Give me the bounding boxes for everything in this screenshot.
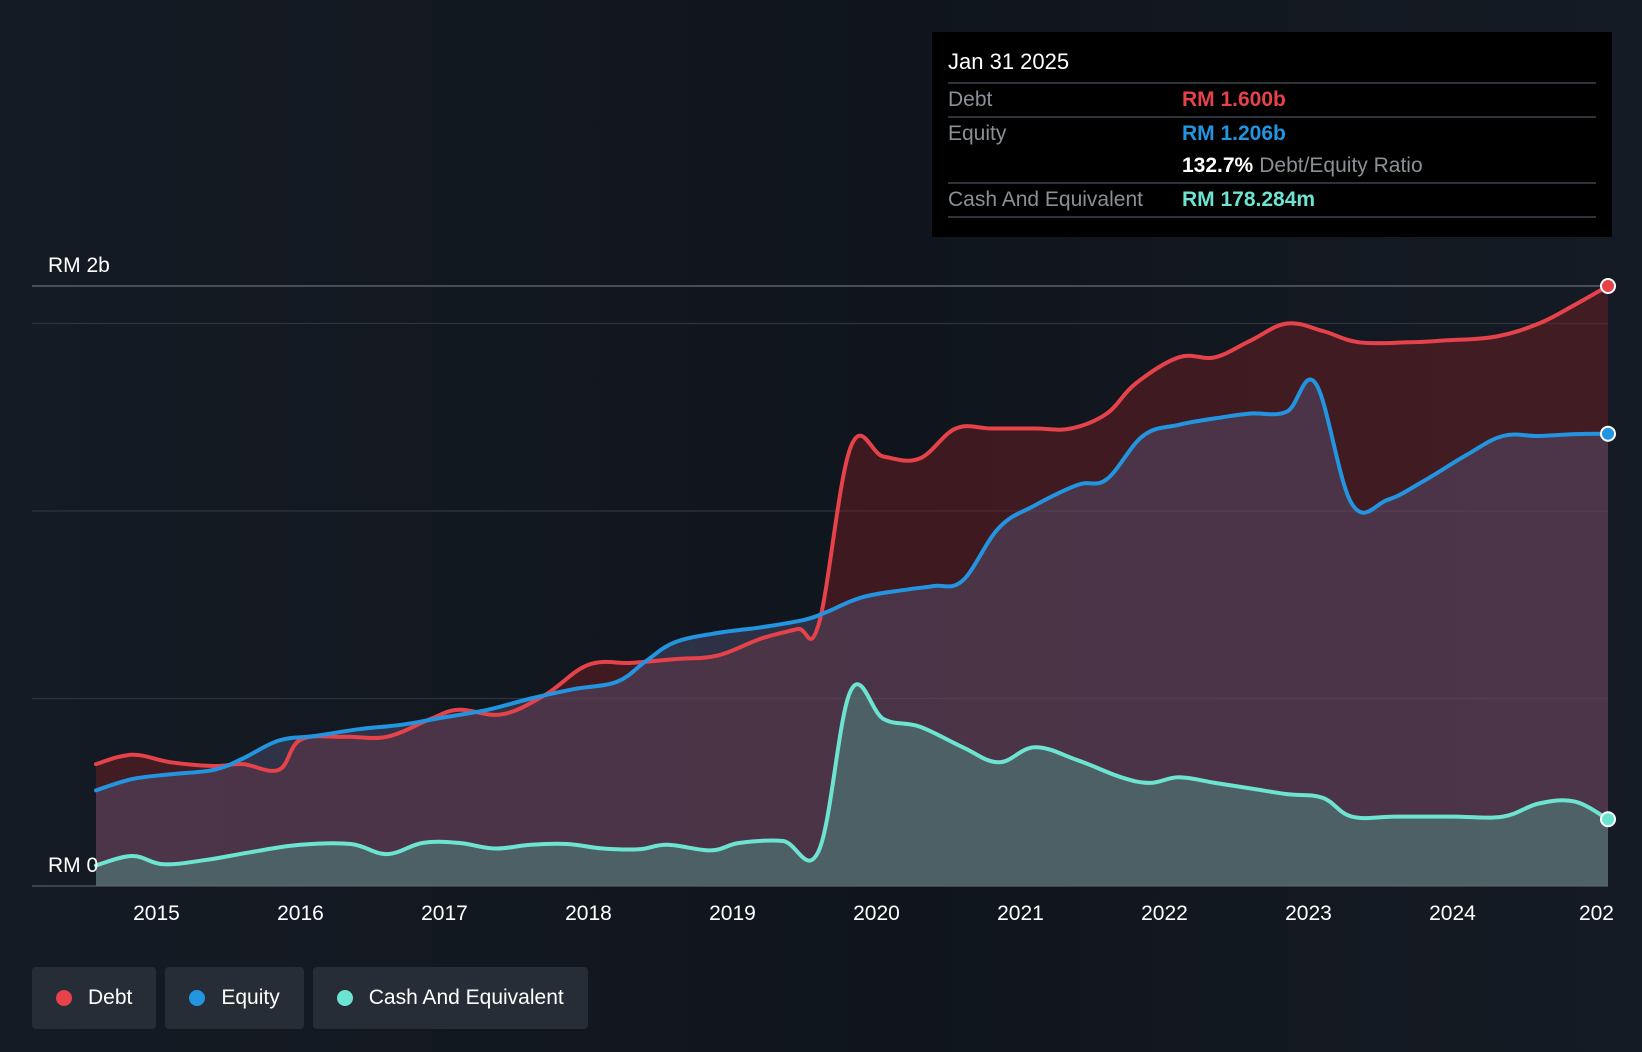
tooltip-debt-label: Debt: [948, 88, 993, 111]
end-marker-equity[interactable]: [1600, 425, 1616, 442]
x-tick-label: 2023: [1285, 902, 1332, 925]
legend-item-debt[interactable]: Debt: [32, 967, 157, 1029]
x-tick-label: 2019: [709, 902, 756, 925]
tooltip-ratio-label: Debt/Equity Ratio: [1259, 154, 1423, 177]
x-tick-label: 2016: [277, 902, 324, 925]
tooltip-ratio-value: 132.7%: [1182, 154, 1254, 177]
tooltip-row-cash: Cash And Equivalent RM 178.284m: [948, 182, 1596, 218]
line-cash-and-equivalent: [94, 682, 1610, 868]
tooltip-equity-label: Equity: [948, 122, 1007, 145]
x-tick-label: 2022: [1141, 902, 1188, 925]
x-tick-label: 2021: [997, 902, 1044, 925]
line-debt: [94, 284, 1610, 773]
legend-label-cash: Cash And Equivalent: [368, 986, 564, 1009]
end-marker-cash-and-equivalent[interactable]: [1600, 811, 1616, 828]
legend-label-equity: Equity: [221, 986, 280, 1009]
area-equity: [96, 379, 1608, 886]
tooltip-equity-value: RM 1.206b: [1182, 122, 1286, 145]
x-tick-label: 2018: [565, 902, 612, 925]
tooltip-row-debt: Debt RM 1.600b: [948, 82, 1596, 116]
legend-item-cash[interactable]: Cash And Equivalent: [312, 967, 588, 1029]
area-debt: [96, 286, 1608, 886]
legend: Debt Equity Cash And Equivalent: [32, 967, 588, 1029]
tooltip-date: Jan 31 2025: [948, 49, 1070, 74]
tooltip-cash-value: RM 178.284m: [1182, 188, 1316, 211]
tooltip-row-equity: Equity RM 1.206b: [948, 116, 1596, 150]
x-tick-label: 2015: [133, 902, 180, 925]
tooltip-row-ratio: 132.7% Debt/Equity Ratio: [948, 150, 1596, 182]
x-tick-label: 2020: [853, 902, 900, 925]
tooltip: Jan 31 2025 Debt RM 1.600b Equity RM 1.2…: [932, 32, 1612, 237]
tooltip-debt-value: RM 1.600b: [1182, 88, 1286, 111]
legend-item-equity[interactable]: Equity: [165, 967, 304, 1029]
line-equity: [94, 377, 1610, 793]
debt-dot-icon: [56, 990, 72, 1006]
tooltip-cash-label: Cash And Equivalent: [948, 188, 1143, 211]
x-tick-label: 2017: [421, 902, 468, 925]
y-tick-label: RM 2b: [48, 254, 110, 277]
y-tick-label: RM 0: [48, 854, 98, 877]
end-marker-debt[interactable]: [1600, 278, 1616, 294]
area-cash-and-equivalent: [96, 684, 1608, 886]
cash-dot-icon: [336, 990, 353, 1006]
x-tick-label: 2024: [1429, 902, 1476, 925]
equity-dot-icon: [189, 990, 206, 1006]
x-tick-label: 202: [1579, 902, 1614, 925]
legend-label-debt: Debt: [88, 986, 133, 1009]
